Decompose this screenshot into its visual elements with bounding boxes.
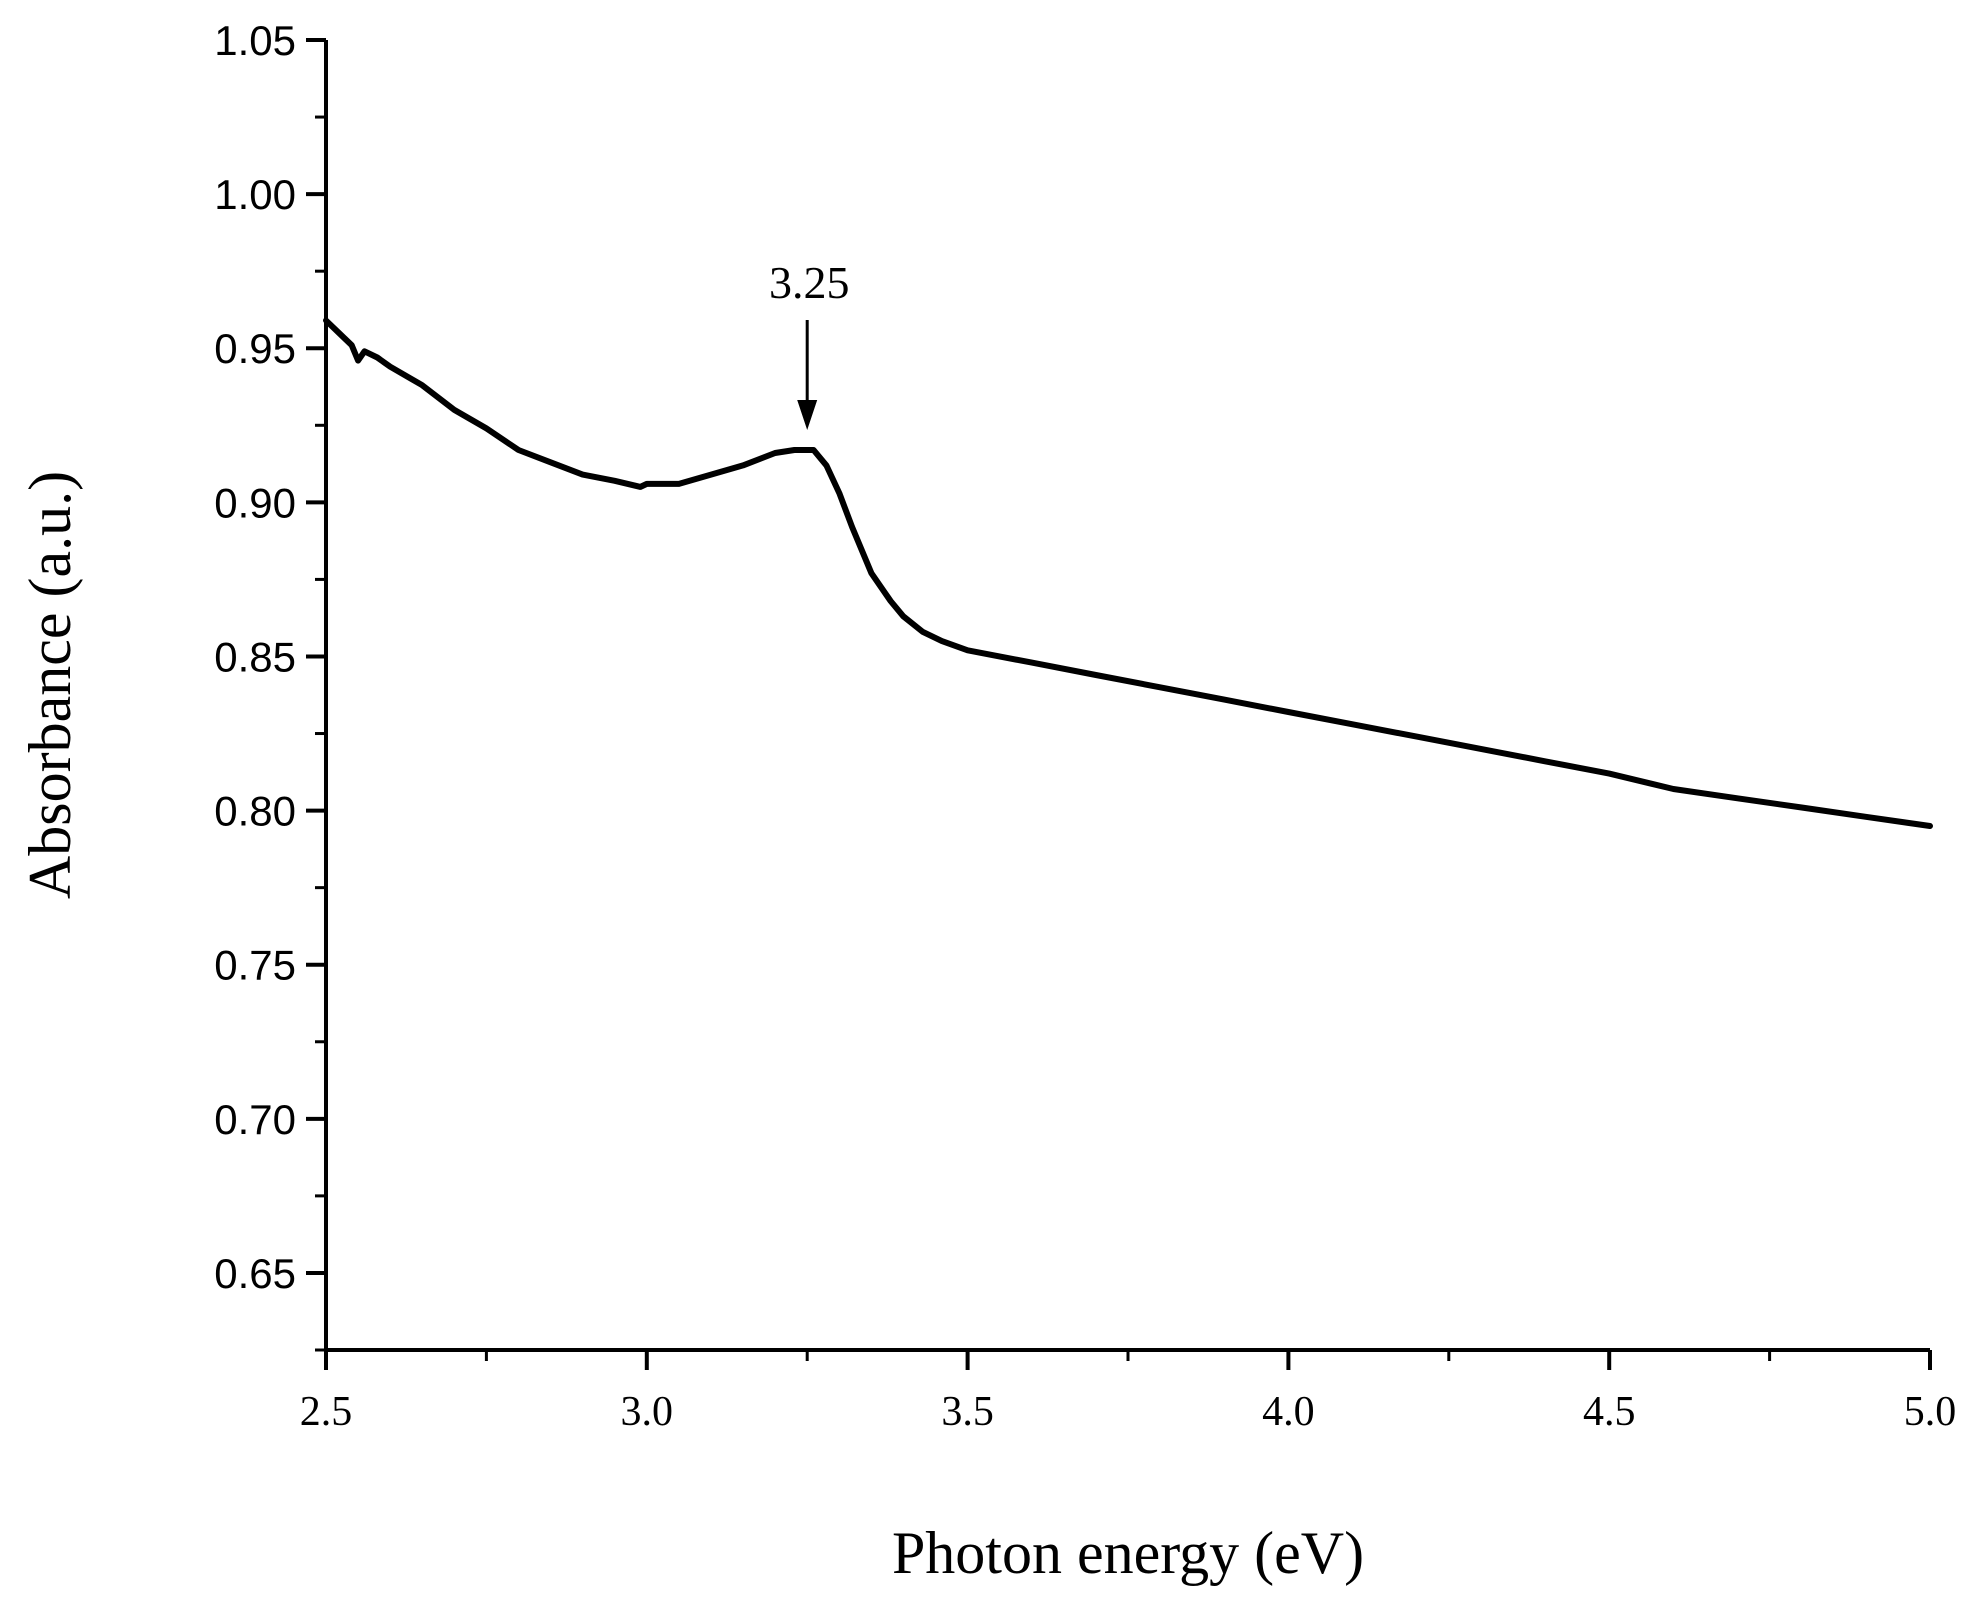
y-axis-ticks: 0.65 0.70 0.75 0.80 0.85 0.90 0.95 1.00 1.05 bbox=[214, 17, 326, 1352]
y-tick-label: 0.70 bbox=[214, 1096, 296, 1143]
y-tick-label: 0.95 bbox=[214, 325, 296, 372]
y-tick-label: 0.75 bbox=[214, 942, 296, 989]
x-axis-title: Photon energy (eV) bbox=[892, 1520, 1364, 1586]
x-tick-label: 3.5 bbox=[941, 1389, 994, 1435]
y-axis-title: Absorbance (a.u.) bbox=[17, 471, 83, 899]
y-tick-label: 0.65 bbox=[214, 1250, 296, 1297]
series-layer bbox=[323, 317, 1933, 829]
y-tick-label: 0.85 bbox=[214, 633, 296, 680]
annotation-arrow-head bbox=[797, 399, 818, 430]
y-tick-label: 1.05 bbox=[214, 17, 296, 64]
x-tick-label: 3.0 bbox=[621, 1389, 674, 1435]
y-tick-label: 0.80 bbox=[214, 788, 296, 835]
y-tick-label: 0.90 bbox=[214, 479, 296, 526]
x-tick-label: 2.5 bbox=[300, 1389, 353, 1435]
x-axis-ticks: 2.5 3.0 3.5 4.0 4.5 5.0 bbox=[300, 1350, 1957, 1435]
y-tick-label: 1.00 bbox=[214, 171, 296, 218]
annotation-layer: 3.25 bbox=[769, 257, 850, 430]
x-tick-label: 4.5 bbox=[1583, 1389, 1636, 1435]
x-tick-label: 4.0 bbox=[1262, 1389, 1315, 1435]
series-line-absorbance bbox=[323, 317, 1933, 829]
x-tick-label: 5.0 bbox=[1904, 1389, 1957, 1435]
annotation-label: 3.25 bbox=[769, 257, 850, 308]
